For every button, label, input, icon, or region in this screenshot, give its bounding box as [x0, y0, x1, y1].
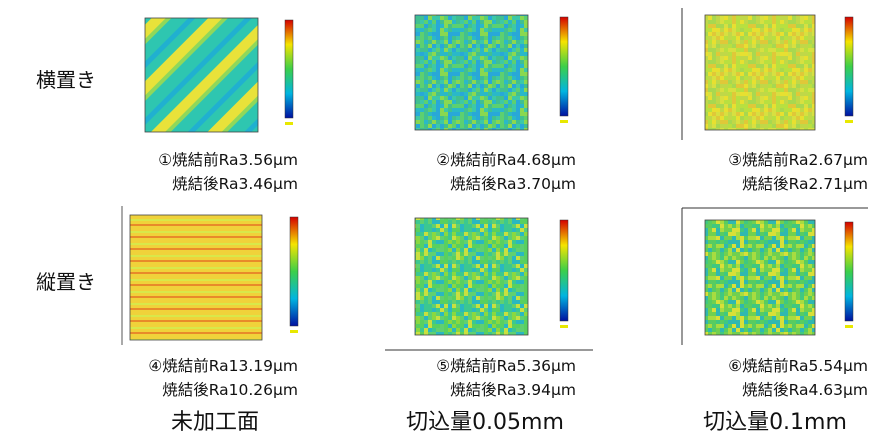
color-bar: [845, 222, 853, 321]
color-bar-end: [290, 330, 298, 333]
figure: 横置き 縦置き ①焼結前Ra3.56μm焼結後Ra3.46μm ②焼結前Ra4.6…: [0, 0, 882, 437]
caption-line: 焼結後Ra3.94μm: [376, 378, 576, 402]
caption-line: ④焼結前Ra13.19μm: [98, 354, 298, 378]
caption-line: ③焼結前Ra2.67μm: [668, 148, 868, 172]
color-bar-end: [285, 122, 293, 125]
surface-map: [415, 218, 528, 335]
column-label: 切込量0.05mm: [355, 404, 615, 436]
color-bar: [285, 20, 293, 118]
caption-line: 焼結後Ra4.63μm: [668, 378, 868, 402]
color-bar-end: [845, 325, 853, 328]
color-bar-end: [560, 325, 568, 328]
color-bar: [290, 217, 298, 326]
caption-line: 焼結後Ra10.26μm: [98, 378, 298, 402]
column-label: 切込量0.1mm: [645, 404, 882, 436]
caption-line: ⑤焼結前Ra5.36μm: [376, 354, 576, 378]
color-bar: [560, 17, 568, 116]
surface-map: [705, 15, 815, 130]
row-label: 縦置き: [36, 266, 96, 295]
row-label: 横置き: [36, 64, 96, 93]
caption-line: 焼結後Ra2.71μm: [668, 172, 868, 196]
color-bar: [845, 17, 853, 116]
caption-line: ①焼結前Ra3.56μm: [98, 148, 298, 172]
caption-line: 焼結後Ra3.46μm: [98, 172, 298, 196]
caption-line: 焼結後Ra3.70μm: [376, 172, 576, 196]
surface-map: [705, 220, 815, 335]
caption-line: ②焼結前Ra4.68μm: [376, 148, 576, 172]
color-bar-end: [845, 120, 853, 123]
surface-map: [130, 215, 262, 340]
caption-line: ⑥焼結前Ra5.54μm: [668, 354, 868, 378]
surface-map: [145, 18, 258, 132]
color-bar: [560, 220, 568, 321]
column-label: 未加工面: [85, 404, 345, 436]
color-bar-end: [560, 120, 568, 123]
surface-map: [415, 15, 528, 130]
